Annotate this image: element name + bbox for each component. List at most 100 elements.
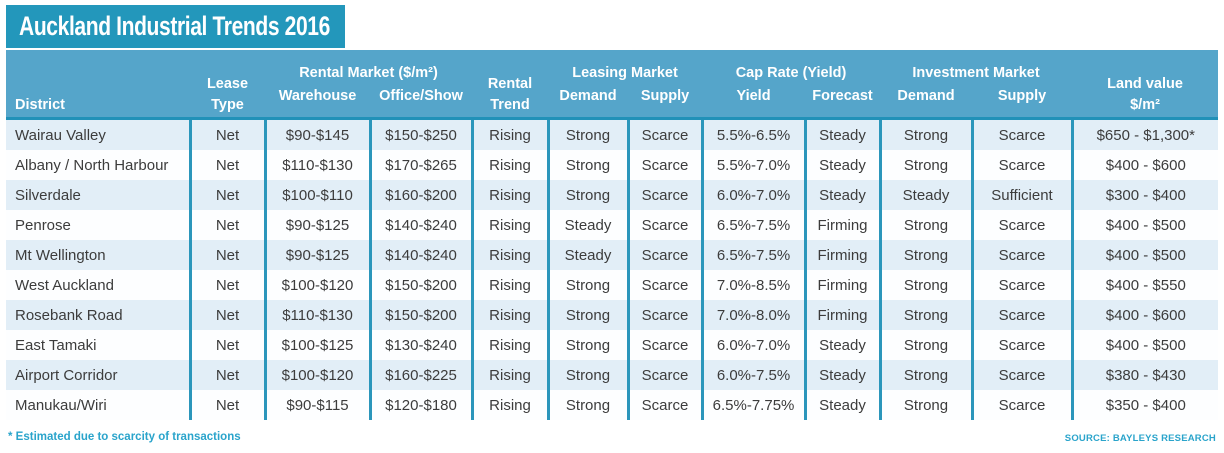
- cell-warehouse: $100-$120: [263, 270, 370, 300]
- table-header: District Lease Type Rental Market ($/m²)…: [6, 50, 1219, 120]
- cell-leasing-supply: Scarce: [626, 240, 703, 270]
- cell-investment-supply: Scarce: [970, 390, 1073, 420]
- cell-forecast: Steady: [803, 390, 881, 420]
- cell-lease-type: Net: [188, 210, 265, 240]
- cell-rental-trend: Rising: [470, 150, 548, 180]
- cell-warehouse: $90-$115: [263, 390, 370, 420]
- cell-office-show: $120-$180: [368, 390, 472, 420]
- cell-rental-trend: Rising: [470, 118, 548, 150]
- cell-district: Airport Corridor: [6, 360, 190, 390]
- cell-yield: 7.0%-8.0%: [700, 300, 806, 330]
- cell-investment-supply: Scarce: [970, 118, 1073, 150]
- cell-investment-demand: Strong: [878, 118, 973, 150]
- cell-rental-trend: Rising: [470, 390, 548, 420]
- cell-leasing-demand: Strong: [546, 270, 628, 300]
- cell-rental-trend: Rising: [470, 240, 548, 270]
- cell-forecast: Firming: [803, 210, 881, 240]
- cell-land-value: $400 - $600: [1070, 300, 1219, 330]
- table-row: Silverdale Net $100-$110 $160-$200 Rising Str…: [6, 180, 1219, 210]
- cell-investment-supply: Scarce: [970, 270, 1073, 300]
- cell-investment-supply: Sufficient: [970, 180, 1073, 210]
- cell-forecast: Firming: [803, 300, 881, 330]
- cell-yield: 6.0%-7.0%: [700, 330, 806, 360]
- cell-yield: 6.5%-7.75%: [700, 390, 806, 420]
- cell-leasing-demand: Steady: [546, 240, 628, 270]
- cell-leasing-supply: Scarce: [626, 330, 703, 360]
- cell-forecast: Steady: [803, 330, 881, 360]
- cell-rental-trend: Rising: [470, 180, 548, 210]
- column-header-leasing-demand: Demand: [548, 85, 628, 120]
- industrial-trends-table: District Lease Type Rental Market ($/m²)…: [6, 50, 1219, 420]
- cell-office-show: $130-$240: [368, 330, 472, 360]
- column-header-lease-type: Lease Type: [190, 50, 265, 120]
- group-header-investment-market: Investment Market: [880, 50, 1073, 85]
- cell-lease-type: Net: [188, 150, 265, 180]
- cell-office-show: $150-$200: [368, 300, 472, 330]
- cell-yield: 6.5%-7.5%: [700, 210, 806, 240]
- cell-leasing-demand: Steady: [546, 210, 628, 240]
- cell-land-value: $400 - $550: [1070, 270, 1219, 300]
- cell-leasing-supply: Scarce: [626, 118, 703, 150]
- cell-leasing-demand: Strong: [546, 300, 628, 330]
- cell-warehouse: $90-$145: [263, 118, 370, 150]
- cell-district: Rosebank Road: [6, 300, 190, 330]
- column-header-land-value: Land value $/m²: [1072, 50, 1219, 120]
- cell-rental-trend: Rising: [470, 210, 548, 240]
- cell-investment-supply: Scarce: [970, 360, 1073, 390]
- cell-forecast: Steady: [803, 150, 881, 180]
- cell-land-value: $400 - $600: [1070, 150, 1219, 180]
- cell-investment-supply: Scarce: [970, 240, 1073, 270]
- cell-rental-trend: Rising: [470, 270, 548, 300]
- cell-forecast: Firming: [803, 270, 881, 300]
- table-row: Penrose Net $90-$125 $140-$240 Rising Steady S…: [6, 210, 1219, 240]
- cell-lease-type: Net: [188, 270, 265, 300]
- table-row: Mt Wellington Net $90-$125 $140-$240 Rising S…: [6, 240, 1219, 270]
- cell-leasing-supply: Scarce: [626, 270, 703, 300]
- group-header-rental-market: Rental Market ($/m²): [265, 50, 472, 85]
- source-credit: SOURCE: BAYLEYS RESEARCH: [1064, 433, 1216, 444]
- group-header-cap-rate: Cap Rate (Yield): [702, 50, 881, 85]
- cell-investment-demand: Strong: [878, 360, 973, 390]
- cell-land-value: $400 - $500: [1070, 210, 1219, 240]
- column-header-investment-supply: Supply: [972, 85, 1073, 120]
- cell-lease-type: Net: [188, 300, 265, 330]
- cell-warehouse: $100-$125: [263, 330, 370, 360]
- cell-leasing-demand: Strong: [546, 390, 628, 420]
- title-bar: Auckland Industrial Trends 2016: [6, 5, 345, 48]
- cell-leasing-supply: Scarce: [626, 300, 703, 330]
- cell-investment-supply: Scarce: [970, 210, 1073, 240]
- cell-forecast: Steady: [803, 360, 881, 390]
- cell-investment-supply: Scarce: [970, 150, 1073, 180]
- cell-leasing-demand: Strong: [546, 180, 628, 210]
- cell-investment-demand: Strong: [878, 210, 973, 240]
- page-title: Auckland Industrial Trends 2016: [19, 11, 330, 41]
- column-header-yield: Yield: [702, 85, 806, 120]
- cell-forecast: Firming: [803, 240, 881, 270]
- cell-investment-demand: Strong: [878, 150, 973, 180]
- cell-office-show: $150-$200: [368, 270, 472, 300]
- cell-office-show: $140-$240: [368, 240, 472, 270]
- cell-yield: 7.0%-8.5%: [700, 270, 806, 300]
- cell-leasing-demand: Strong: [546, 118, 628, 150]
- group-header-leasing-market: Leasing Market: [548, 50, 703, 85]
- cell-land-value: $300 - $400: [1070, 180, 1219, 210]
- cell-district: Albany / North Harbour: [6, 150, 190, 180]
- cell-land-value: $400 - $500: [1070, 240, 1219, 270]
- cell-investment-demand: Steady: [878, 180, 973, 210]
- cell-leasing-demand: Strong: [546, 330, 628, 360]
- cell-district: East Tamaki: [6, 330, 190, 360]
- column-header-office-show: Office/Show: [370, 85, 472, 120]
- cell-district: Manukau/Wiri: [6, 390, 190, 420]
- footnote: * Estimated due to scarcity of transacti…: [8, 431, 241, 443]
- cell-office-show: $160-$200: [368, 180, 472, 210]
- cell-land-value: $400 - $500: [1070, 330, 1219, 360]
- cell-forecast: Steady: [803, 118, 881, 150]
- cell-district: Silverdale: [6, 180, 190, 210]
- cell-district: Penrose: [6, 210, 190, 240]
- table-body: Wairau Valley Net $90-$145 $150-$250 Rising S…: [6, 118, 1219, 420]
- cell-warehouse: $110-$130: [263, 300, 370, 330]
- table-row: West Auckland Net $100-$120 $150-$200 Rising…: [6, 270, 1219, 300]
- column-header-warehouse: Warehouse: [265, 85, 370, 120]
- cell-investment-demand: Strong: [878, 240, 973, 270]
